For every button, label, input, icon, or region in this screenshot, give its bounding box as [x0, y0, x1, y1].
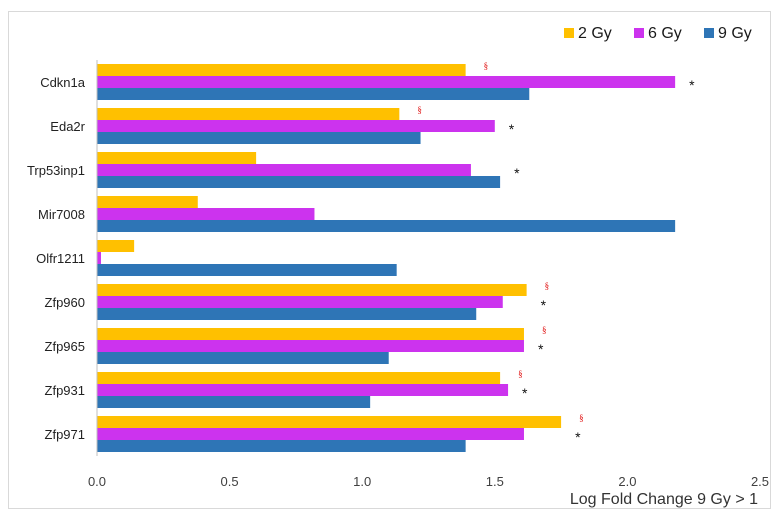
bar-trp53inp1-6-gy — [97, 164, 471, 176]
legend-label-6-gy: 6 Gy — [648, 25, 682, 42]
star-marker-zfp960: * — [541, 297, 547, 313]
star-marker-cdkn1a: * — [689, 77, 695, 93]
bar-olfr1211-6-gy — [97, 252, 101, 264]
bar-cdkn1a-6-gy — [97, 76, 676, 88]
category-label-eda2r: Eda2r — [50, 119, 85, 134]
bar-olfr1211-9-gy — [97, 264, 397, 276]
x-tick-label: 2.5 — [751, 474, 769, 489]
x-tick-label: 1.0 — [353, 474, 371, 489]
star-marker-zfp965: * — [538, 341, 544, 357]
bar-cdkn1a-9-gy — [97, 88, 530, 100]
legend-swatch-2-gy — [564, 28, 574, 38]
section-marker-cdkn1a: § — [484, 61, 489, 71]
star-marker-trp53inp1: * — [514, 165, 520, 181]
bar-zfp971-9-gy — [97, 440, 466, 452]
bar-zfp965-6-gy — [97, 340, 524, 352]
legend-label-9-gy: 9 Gy — [718, 25, 752, 42]
bar-cdkn1a-2-gy — [97, 64, 466, 76]
legend: 2 Gy 6 Gy 9 Gy — [564, 25, 752, 42]
bar-eda2r-6-gy — [97, 120, 495, 132]
category-label-zfp965: Zfp965 — [45, 339, 85, 354]
legend-swatch-9-gy — [704, 28, 714, 38]
x-tick-label: 0.5 — [221, 474, 239, 489]
x-axis-ticks: 0.0 0.5 1.0 1.5 2.0 2.5 — [88, 474, 769, 489]
category-label-cdkn1a: Cdkn1a — [40, 75, 86, 90]
bar-zfp971-2-gy — [97, 416, 562, 428]
bar-zfp931-6-gy — [97, 384, 509, 396]
bar-zfp965-2-gy — [97, 328, 524, 340]
category-label-olfr1211: Olfr1211 — [36, 251, 85, 266]
bar-eda2r-2-gy — [97, 108, 400, 120]
legend-label-2-gy: 2 Gy — [578, 25, 612, 42]
bar-mir7008-6-gy — [97, 208, 315, 220]
bar-zfp960-6-gy — [97, 296, 503, 308]
bar-trp53inp1-9-gy — [97, 176, 501, 188]
bar-trp53inp1-2-gy — [97, 152, 257, 164]
bar-zfp965-9-gy — [97, 352, 389, 364]
bar-group — [97, 64, 676, 452]
section-marker-zfp960: § — [545, 281, 550, 291]
legend-swatch-6-gy — [634, 28, 644, 38]
bar-zfp971-6-gy — [97, 428, 524, 440]
category-labels: Cdkn1a Eda2r Trp53inp1 Mir7008 Olfr1211 Zfp96… — [27, 75, 86, 442]
section-marker-zfp965: § — [542, 325, 547, 335]
section-marker-zfp971: § — [579, 413, 584, 423]
section-marker-zfp931: § — [518, 369, 523, 379]
star-marker-eda2r: * — [509, 121, 515, 137]
bar-zfp931-2-gy — [97, 372, 501, 384]
bar-mir7008-2-gy — [97, 196, 198, 208]
x-tick-label: 1.5 — [486, 474, 504, 489]
star-marker-zfp931: * — [522, 385, 528, 401]
x-axis-title: Log Fold Change 9 Gy > 1 — [570, 491, 758, 508]
category-label-zfp960: Zfp960 — [45, 295, 85, 310]
section-marker-eda2r: § — [417, 105, 422, 115]
category-label-zfp931: Zfp931 — [45, 383, 85, 398]
category-label-trp53inp1: Trp53inp1 — [27, 163, 85, 178]
category-label-mir7008: Mir7008 — [38, 207, 85, 222]
bar-zfp960-9-gy — [97, 308, 477, 320]
bar-eda2r-9-gy — [97, 132, 421, 144]
category-label-zfp971: Zfp971 — [45, 427, 85, 442]
significance-markers: § * § * * § * § * § * § * — [417, 61, 695, 445]
star-marker-zfp971: * — [575, 429, 581, 445]
x-tick-label: 2.0 — [618, 474, 636, 489]
bar-zfp960-2-gy — [97, 284, 527, 296]
x-tick-label: 0.0 — [88, 474, 106, 489]
bar-mir7008-9-gy — [97, 220, 676, 232]
bar-olfr1211-2-gy — [97, 240, 135, 252]
bar-zfp931-9-gy — [97, 396, 371, 408]
